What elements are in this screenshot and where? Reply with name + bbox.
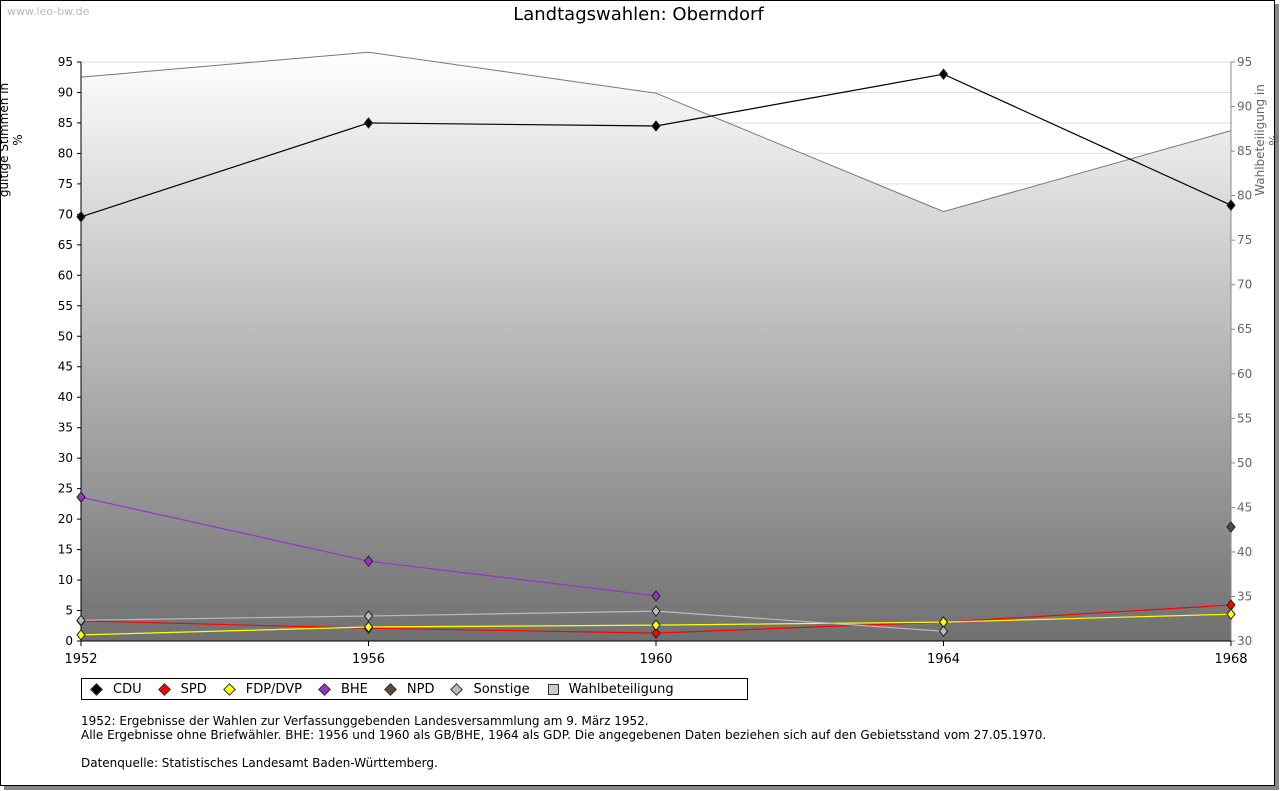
y-tick-label: 20 — [58, 512, 73, 526]
data-point-sonstige — [76, 614, 86, 627]
legend-label: NPD — [406, 681, 435, 697]
data-point-fdp/dvp — [363, 621, 374, 633]
data-point-sonstige — [651, 605, 661, 617]
y2-tick-label: 30 — [1237, 634, 1252, 648]
data-point-bhe — [651, 590, 661, 602]
y-tick-label: 50 — [58, 329, 73, 343]
y-tick-label: 85 — [58, 116, 73, 130]
data-point-npd — [1226, 521, 1236, 533]
watermark: www.leo-bw.de — [7, 5, 90, 18]
y-tick-label: 35 — [58, 421, 73, 435]
y2-tick-label: 65 — [1237, 322, 1252, 336]
legend-label: Wahlbeteiligung — [568, 681, 674, 697]
y-tick-label: 45 — [58, 360, 73, 374]
legend-label: BHE — [340, 681, 368, 697]
y-tick-label: 75 — [58, 177, 73, 191]
y-tick-label: 0 — [65, 634, 73, 648]
data-point-bhe — [363, 555, 374, 567]
data-point-sonstige — [363, 610, 374, 622]
plot-area: 0 5 10 15 20 25 30 35 40 45 50 55 60 65 70 75 80 85 90 95 30… — [58, 51, 1252, 667]
y2-tick-label: 80 — [1237, 189, 1252, 203]
y2-tick-label: 35 — [1237, 589, 1252, 603]
y2-tick-label: 50 — [1237, 456, 1252, 470]
y-tick-label: 25 — [58, 482, 73, 496]
legend-marker-icon — [90, 682, 103, 696]
y2-tick-label: 55 — [1237, 411, 1252, 425]
legend-item: CDU — [90, 681, 142, 697]
y-tick-label: 60 — [58, 268, 73, 282]
notes: 1952: Ergebnisse der Wahlen zur Verfassu… — [81, 714, 1046, 770]
data-point-cdu — [76, 211, 86, 223]
x-tick-label: 1952 — [64, 652, 97, 667]
wahlbeteiligung-line — [80, 51, 1232, 213]
y-tick-label: 95 — [58, 55, 73, 69]
x-tick-label: 1956 — [352, 652, 385, 667]
y-tick-label: 40 — [58, 390, 73, 404]
y2-tick-label: 90 — [1237, 100, 1252, 114]
legend-label: SPD — [180, 681, 207, 697]
legend-label: CDU — [113, 681, 142, 697]
data-point-fdp/dvp — [1226, 608, 1236, 620]
legend-marker-icon — [222, 682, 236, 696]
legend-item: BHE — [318, 681, 368, 697]
y2-tick-label: 40 — [1237, 545, 1252, 559]
legend-item: FDP/DVP — [222, 681, 302, 697]
y-tick-label: 15 — [58, 543, 73, 557]
y2-tick-label: 95 — [1237, 55, 1252, 69]
legend-item: Wahlbeteiligung — [547, 681, 674, 697]
y2-tick-label: 45 — [1237, 500, 1252, 514]
y2-tick-label: 75 — [1237, 233, 1252, 247]
data-point-sonstige — [938, 625, 949, 638]
data-point-cdu — [651, 120, 661, 132]
y-tick-label: 90 — [58, 85, 73, 99]
legend: CDU SPD FDP/DVP BHE NPD Sonstige Wahlbeteiligu… — [81, 678, 748, 700]
series-line-sonstige — [80, 610, 944, 632]
note-2: Alle Ergebnisse ohne Briefwähler. BHE: 1… — [81, 728, 1047, 742]
note-1: 1952: Ergebnisse der Wahlen zur Verfassu… — [81, 714, 649, 728]
legend-item: Sonstige — [450, 681, 530, 697]
y-tick-label: 80 — [58, 146, 73, 160]
legend-marker-icon — [157, 682, 171, 696]
y2-tick-label: 70 — [1237, 278, 1252, 292]
y-tick-label: 10 — [58, 573, 73, 587]
y2-tick-label: 85 — [1237, 144, 1252, 158]
x-tick-label: 1968 — [1214, 652, 1247, 667]
legend-marker-icon — [384, 682, 397, 696]
data-source: Datenquelle: Statistisches Landesamt Bad… — [81, 756, 438, 770]
y-tick-label: 65 — [58, 238, 73, 252]
legend-label: Sonstige — [473, 681, 530, 697]
data-point-cdu — [1226, 199, 1236, 212]
data-point-bhe — [76, 491, 86, 503]
data-point-cdu — [363, 117, 374, 129]
legend-item: NPD — [384, 681, 435, 697]
data-point-spd — [651, 627, 661, 639]
data-point-cdu — [938, 68, 949, 80]
legend-label: FDP/DVP — [245, 681, 302, 697]
data-point-fdp/dvp — [651, 619, 661, 631]
y-tick-label: 55 — [58, 299, 73, 313]
data-point-fdp/dvp — [76, 629, 86, 641]
x-tick-label: 1960 — [639, 652, 672, 667]
chart-title: Landtagswahlen: Oberndorf — [513, 4, 764, 25]
legend-marker-icon — [547, 683, 559, 695]
legend-marker-icon — [318, 682, 331, 696]
y-tick-label: 30 — [58, 451, 73, 465]
y2-tick-label: 60 — [1237, 367, 1252, 381]
y-tick-label: 70 — [58, 207, 73, 221]
legend-marker-icon — [450, 682, 464, 696]
y-tick-label: 5 — [65, 604, 73, 618]
legend-item: SPD — [157, 681, 207, 697]
wahlbeteiligung-area — [81, 52, 1231, 641]
x-tick-label: 1964 — [927, 652, 960, 667]
